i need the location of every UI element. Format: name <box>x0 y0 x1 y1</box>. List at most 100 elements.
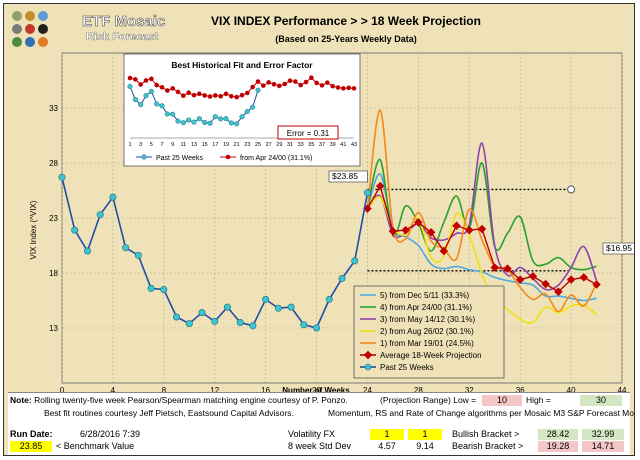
inset-x-tick: 29 <box>276 142 282 148</box>
legend-label: 5) from Dec 5/11 (33.3%) <box>380 291 470 300</box>
inset-fit-marker <box>197 91 202 97</box>
inset-fit-marker <box>250 84 255 90</box>
x-tick-label: 28 <box>414 386 423 395</box>
inset-fit-marker <box>287 78 293 84</box>
inset-past-marker <box>143 93 149 99</box>
past-marker <box>83 247 91 255</box>
reference-end-marker <box>567 185 576 194</box>
note-line: Note: Rolling twenty-five week Pearson/S… <box>10 395 348 405</box>
average-marker <box>477 224 487 234</box>
inset-fit-marker <box>207 94 213 99</box>
inset-past-marker <box>255 87 261 93</box>
inset-fit-marker <box>330 83 335 89</box>
x-tick-label: 36 <box>516 386 525 395</box>
end-value-label: $16.95 <box>606 243 632 253</box>
inset-fit-marker <box>271 81 277 87</box>
inset-past-marker <box>196 116 202 122</box>
past-marker <box>249 322 257 330</box>
inset-fit-marker <box>261 83 266 88</box>
average-marker <box>414 218 423 227</box>
average-marker <box>401 225 410 235</box>
inset-x-tick: 3 <box>139 142 142 148</box>
x-tick-label: 24 <box>363 386 372 395</box>
benchmark-label: < Benchmark Value <box>56 441 135 451</box>
start-value-label-box <box>328 170 368 183</box>
inset-past-marker <box>148 88 154 94</box>
average-marker <box>465 225 474 235</box>
past-marker <box>300 321 308 329</box>
past-marker <box>58 173 66 181</box>
bearish-1: 19.28 <box>538 441 578 452</box>
x-tick-label: 44 <box>618 386 627 395</box>
y-tick-label: 13 <box>49 324 58 333</box>
past-marker <box>71 226 79 234</box>
inset-fit-marker <box>186 90 191 96</box>
x-tick-label: 8 <box>162 386 167 395</box>
inset-x-tick: 13 <box>191 142 197 148</box>
past-marker <box>185 320 193 328</box>
low-value: 10 <box>482 395 522 406</box>
inset-fit-marker <box>154 82 159 88</box>
y-tick-label: 18 <box>49 269 58 278</box>
average-marker <box>515 275 525 284</box>
run-date-value: 6/28/2016 7:39 <box>80 429 141 439</box>
average-marker <box>375 181 385 191</box>
inset-past-marker <box>127 83 133 90</box>
inset-x-tick: 39 <box>330 142 336 148</box>
legend-label: Past 25 Weeks <box>380 363 434 372</box>
inset-x-tick: 23 <box>244 142 250 148</box>
past-marker <box>274 304 282 312</box>
inset-fit-marker <box>335 85 341 90</box>
inset-past-marker <box>164 111 170 117</box>
end-value-label-box <box>602 242 634 255</box>
average-marker <box>554 287 563 296</box>
inset-fit-marker <box>277 83 282 89</box>
high-label: High = <box>526 395 551 405</box>
inset-fit-marker <box>309 75 314 81</box>
inset-fit-marker <box>346 85 351 91</box>
inset-past-marker <box>180 120 186 126</box>
inset-legend-label: from Apr 24/00 (31.1%) <box>240 155 312 162</box>
inset-fit-marker <box>138 82 143 87</box>
logo-dot <box>25 37 35 47</box>
inset-x-tick: 1 <box>128 142 131 148</box>
inset-past-marker <box>138 102 144 108</box>
past-marker <box>351 257 359 265</box>
inset-legend-marker <box>225 154 231 160</box>
inset-frame <box>123 53 361 167</box>
y-axis-label: VIX Index (^VIX) <box>29 200 38 259</box>
past-marker <box>325 295 333 303</box>
inset-x-tick: 5 <box>150 142 153 148</box>
brand-subtitle: Risk Forecast <box>86 31 158 43</box>
inset-fit-marker <box>149 76 154 82</box>
credit-2: Momentum, RS and Rate of Change algorith… <box>328 408 635 418</box>
past-marker <box>313 324 321 332</box>
inset-past-marker <box>223 116 229 122</box>
average-marker <box>490 263 499 272</box>
logo-dot <box>38 24 48 34</box>
past-marker <box>160 285 168 293</box>
report-frame: ETF Mosaic Risk Forecast VIX INDEX Perfo… <box>3 3 635 456</box>
inset-fit-marker <box>314 80 319 86</box>
x-axis-label: Number of Weeks <box>282 386 350 395</box>
past-marker <box>287 303 295 311</box>
inset-past-marker <box>250 104 256 110</box>
inset-fit-marker <box>319 83 325 88</box>
inset-past-marker <box>170 111 176 117</box>
past-marker <box>211 317 219 325</box>
past-marker <box>236 318 244 326</box>
logo-dots <box>12 11 48 47</box>
inset-fit-marker <box>202 93 207 98</box>
average-marker <box>579 273 589 282</box>
inset-fit-marker <box>351 86 357 91</box>
error-label: Error = 0.31 <box>287 129 330 138</box>
inset-fit-marker <box>239 92 245 98</box>
inset-x-tick: 21 <box>234 142 240 148</box>
inset-fit-marker <box>341 86 346 91</box>
past-marker <box>173 313 181 321</box>
inset-x-tick: 11 <box>180 142 186 148</box>
inset-x-tick: 17 <box>212 142 218 148</box>
note-label: Note: <box>10 395 32 405</box>
inset-past-marker <box>191 119 197 125</box>
